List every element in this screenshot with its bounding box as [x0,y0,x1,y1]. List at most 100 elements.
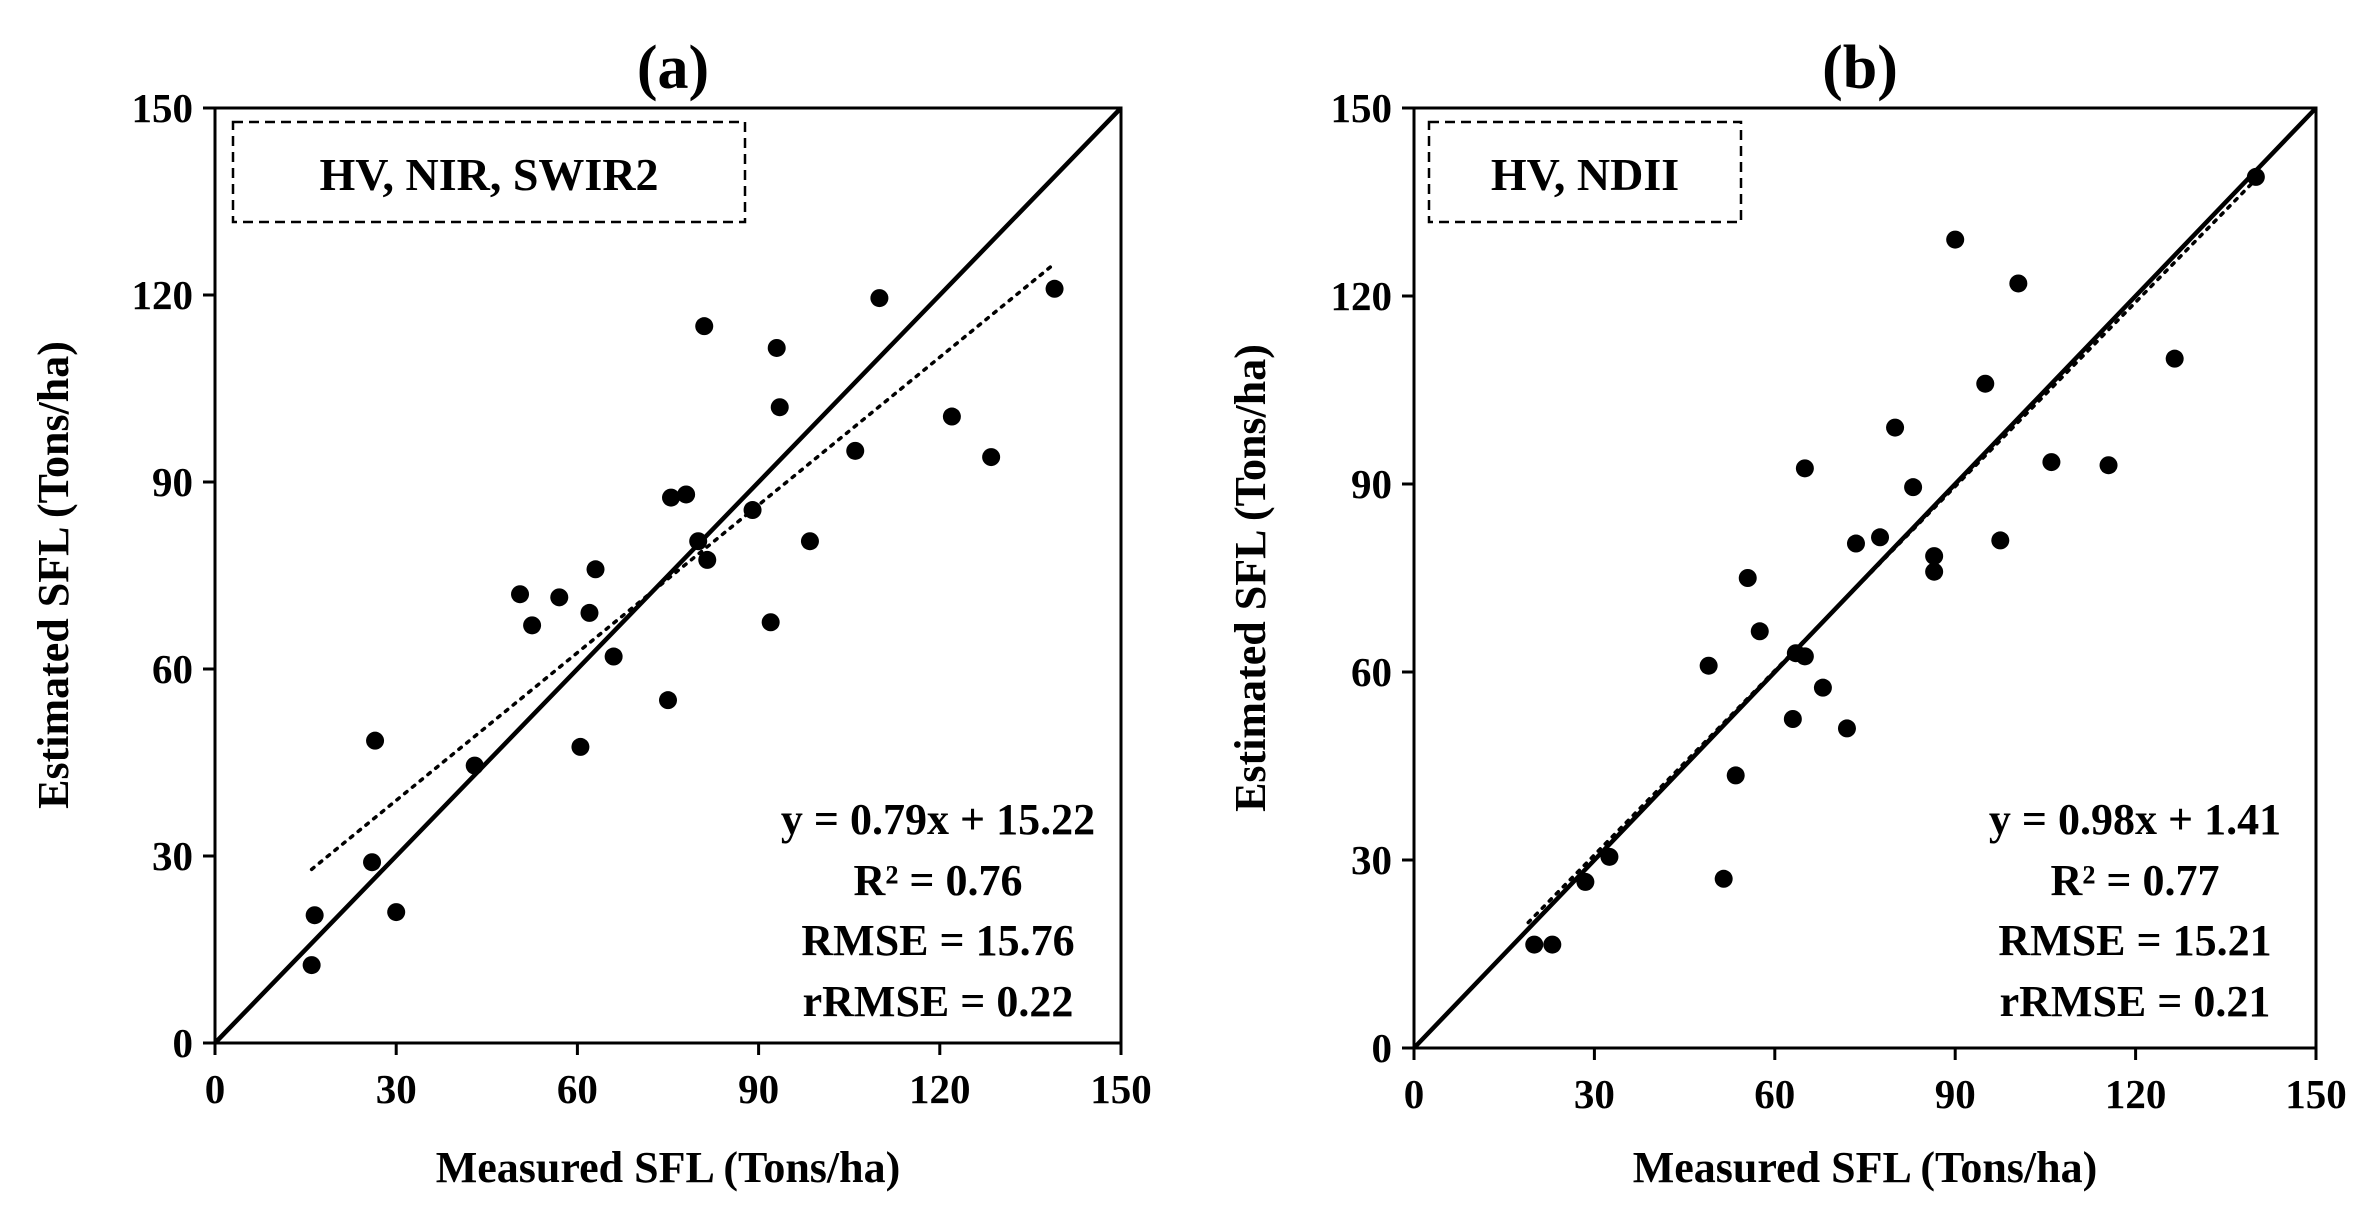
x-tick-label: 90 [1935,1071,1976,1117]
data-point [743,501,762,520]
y-tick-label: 120 [132,272,194,318]
data-point [659,691,677,710]
data-point [2099,456,2118,475]
panel-a-variable-box [231,120,747,224]
panel-a-points [302,279,1064,975]
data-point [770,398,789,417]
data-point [1813,678,1832,697]
data-point [1576,872,1595,891]
data-point [689,532,708,551]
panel-a-rmse: RMSE = 15.76 [801,916,1074,965]
panel-b-x-axis-label: Measured SFL (Tons/ha) [1633,1143,2098,1192]
panel-b-ticks: 0 30 60 90 120 150 0 30 60 90 120 150 [1331,85,2347,1117]
data-point [1750,622,1769,641]
data-point [1600,847,1619,866]
panel-a-rrmse: rRMSE = 0.22 [803,977,1074,1026]
panel-b-plot-frame [1412,106,2318,1050]
data-point [698,550,717,569]
y-tick-label: 60 [152,646,193,692]
x-tick-label: 120 [2105,1071,2167,1117]
data-point [550,588,569,607]
data-point [662,488,681,507]
panel-b-variable-box [1427,120,1743,224]
panel-a-x-axis-label: Measured SFL (Tons/ha) [436,1143,901,1192]
panel-a-regression-line [309,261,1057,872]
data-point [1726,766,1745,785]
data-point [604,647,623,666]
x-tick-label: 150 [1090,1066,1152,1112]
data-point [1886,418,1905,437]
data-point [1925,562,1944,581]
data-point [1871,528,1890,547]
data-point [942,407,961,426]
y-tick-label: 90 [152,459,193,505]
panel-a-r2: R² = 0.76 [853,856,1022,905]
panel-b-rmse: RMSE = 15.21 [1998,916,2271,965]
data-point [1837,719,1856,738]
x-tick-label: 30 [376,1066,417,1112]
panel-a-y-axis-label: Estimated SFL (Tons/ha) [29,341,78,809]
data-point [1946,230,1965,249]
y-tick-label: 0 [173,1020,194,1066]
x-tick-label: 60 [557,1066,598,1112]
y-tick-label: 30 [1351,837,1392,883]
data-point [2042,453,2061,472]
data-point [305,906,324,925]
data-point [302,956,321,975]
panel-a-title: (a) [637,34,709,102]
data-point [2165,349,2184,368]
panel-a-plot-frame [213,106,1123,1045]
data-point [1699,656,1718,675]
data-point [1795,647,1814,666]
y-tick-label: 30 [152,833,193,879]
panel-b-rrmse: rRMSE = 0.21 [2000,977,2271,1026]
data-point [387,903,406,922]
y-tick-label: 120 [1331,273,1393,319]
x-tick-label: 150 [2285,1071,2347,1117]
data-point [1846,534,1865,553]
data-point [800,532,819,551]
data-point [1543,935,1562,954]
data-point [846,441,865,460]
data-point [580,603,599,622]
data-point [761,613,780,632]
panel-a-ticks: 0 30 60 90 120 150 0 30 60 90 120 150 [132,85,1152,1112]
y-tick-label: 150 [1331,85,1393,131]
data-point [1045,279,1064,298]
data-point [767,338,786,357]
data-point [1783,710,1802,728]
data-point [511,585,530,604]
data-point [1904,478,1923,497]
data-point [523,616,542,635]
data-point [2009,274,2028,293]
x-tick-label: 120 [909,1066,971,1112]
x-tick-label: 0 [1404,1071,1425,1117]
panel-a-variable-label: HV, NIR, SWIR2 [319,149,658,200]
panel-a: (a) 0 30 60 90 120 150 0 30 60 90 120 150 HV, NIR, … [29,34,1152,1192]
panel-b-r2: R² = 0.77 [2050,856,2219,905]
data-point [586,560,605,579]
data-point [366,731,385,750]
x-tick-label: 60 [1754,1071,1795,1117]
data-point [363,853,382,872]
panel-b-equation: y = 0.98x + 1.41 [1989,795,2281,844]
panel-b-regression-line [1526,177,2258,925]
data-point [982,448,1001,467]
data-point [1991,531,2010,550]
data-point [571,737,590,756]
y-tick-label: 60 [1351,649,1392,695]
y-tick-label: 90 [1351,461,1392,507]
data-point [1738,569,1757,587]
data-point [677,485,696,504]
data-point [1714,869,1733,888]
data-point [465,756,484,775]
y-tick-label: 0 [1372,1025,1393,1071]
panel-b-title: (b) [1822,34,1898,102]
panel-b-y-axis-label: Estimated SFL (Tons/ha) [1226,344,1275,812]
x-tick-label: 0 [205,1066,226,1112]
y-tick-label: 150 [132,85,194,131]
x-tick-label: 30 [1574,1071,1615,1117]
data-point [2246,167,2265,186]
